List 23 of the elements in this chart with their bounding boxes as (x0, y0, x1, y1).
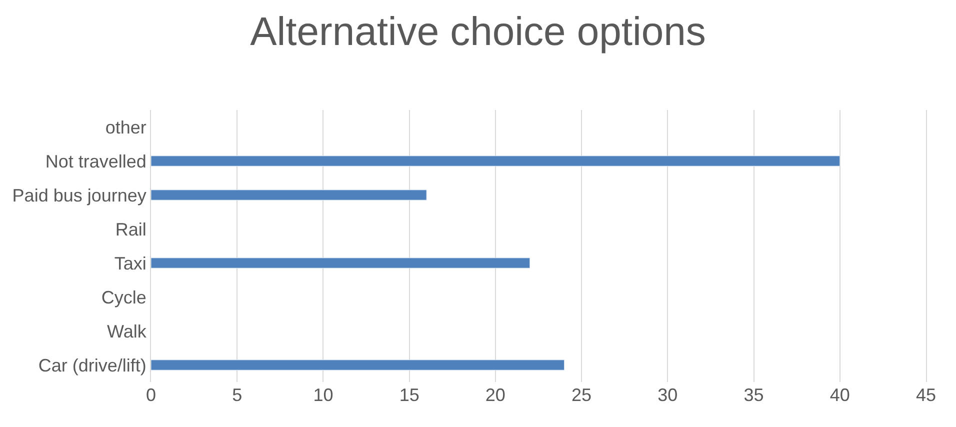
bar (151, 360, 565, 370)
x-tick-label: 35 (744, 385, 764, 405)
x-tick-label: 25 (572, 385, 592, 405)
x-tick-label: 30 (658, 385, 678, 405)
chart-title: Alternative choice options (250, 10, 706, 54)
bar (151, 190, 427, 200)
x-tick-label: 10 (313, 385, 334, 405)
bar (151, 156, 840, 166)
y-tick-label: Rail (115, 219, 146, 240)
y-tick-label: Walk (107, 321, 148, 342)
y-tick-label: Paid bus journey (12, 185, 146, 206)
y-tick-label: other (105, 117, 146, 138)
y-tick-label: Car (drive/lift) (38, 355, 146, 376)
x-tick-label: 40 (830, 385, 850, 405)
y-tick-label: Cycle (101, 287, 146, 308)
x-tick-label: 0 (146, 385, 156, 405)
x-tick-label: 5 (232, 385, 242, 405)
bar (151, 258, 530, 268)
y-tick-label: Taxi (114, 253, 146, 274)
x-tick-label: 20 (485, 385, 506, 405)
x-tick-label: 15 (399, 385, 420, 405)
x-tick-label: 45 (916, 385, 936, 405)
y-tick-label: Not travelled (45, 151, 146, 172)
